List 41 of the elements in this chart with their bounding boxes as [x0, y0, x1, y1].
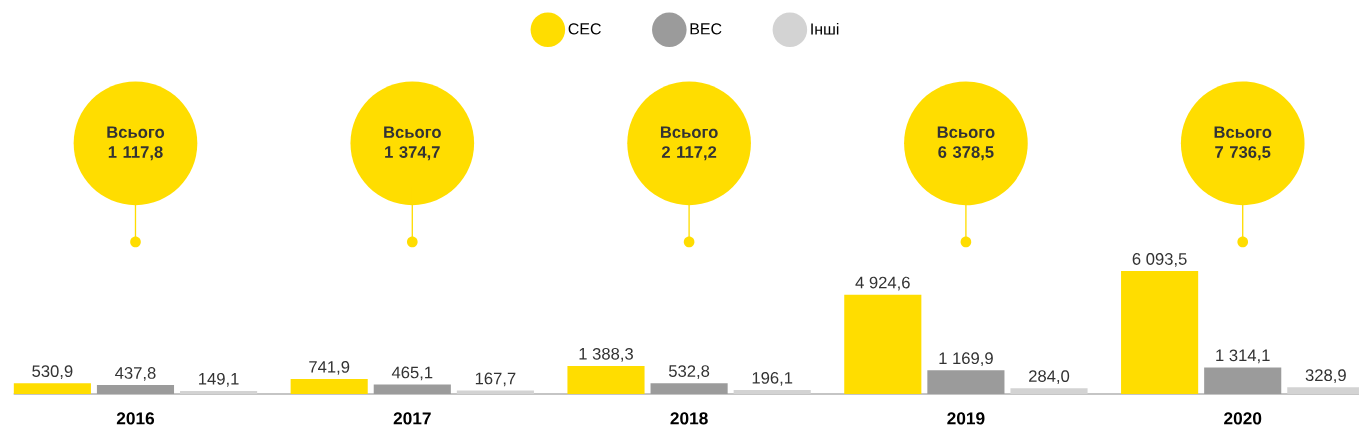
text: Всього 6 378,5 [937, 126, 995, 161]
x-tick-label: 2017 [393, 412, 431, 425]
x-tick-label: 2020 [1224, 412, 1262, 425]
text: Всього 1 117,8 [107, 126, 165, 161]
data-label: 196,1 [752, 372, 793, 386]
data-label: 167,7 [475, 372, 516, 387]
data-label: 437,8 [115, 367, 156, 381]
legend-label: Інші [811, 23, 839, 35]
data-label: 532,8 [668, 365, 710, 380]
bar [567, 366, 645, 395]
x-tick-label: 2016 [116, 412, 155, 425]
bar [96, 385, 175, 395]
legend-label: СЕС [568, 23, 601, 35]
data-label: 1 314,1 [1216, 349, 1270, 364]
x-tick-label: 2019 [947, 412, 985, 425]
bar [844, 294, 922, 395]
legend-label: ВЕС [690, 23, 722, 35]
data-label: 465,1 [391, 366, 433, 381]
bar [733, 390, 811, 395]
data-label: 1 388,3 [579, 348, 633, 362]
data-label: 4 924,6 [855, 276, 910, 291]
data-label: 6 093,5 [1132, 253, 1187, 267]
data-label: 1 169,9 [939, 352, 993, 367]
data-label: 530,9 [32, 365, 73, 380]
bar [13, 383, 91, 395]
bar [290, 379, 368, 395]
data-label: 328,9 [1305, 369, 1346, 384]
bar [650, 383, 728, 395]
bar [1204, 367, 1282, 395]
data-label: 284,0 [1029, 370, 1070, 385]
bar [927, 370, 1005, 395]
text: Всього 7 736,5 [1214, 126, 1272, 161]
bar [1010, 388, 1088, 395]
text: Всього 1 374,7 [384, 126, 441, 161]
bar [180, 391, 258, 395]
x-tick-label: 2018 [670, 412, 708, 425]
text: Всього 2 117,2 [660, 126, 718, 161]
bar [373, 384, 451, 395]
bar [1121, 271, 1199, 395]
data-label: 741,9 [309, 361, 350, 375]
data-label: 149,1 [199, 373, 239, 387]
